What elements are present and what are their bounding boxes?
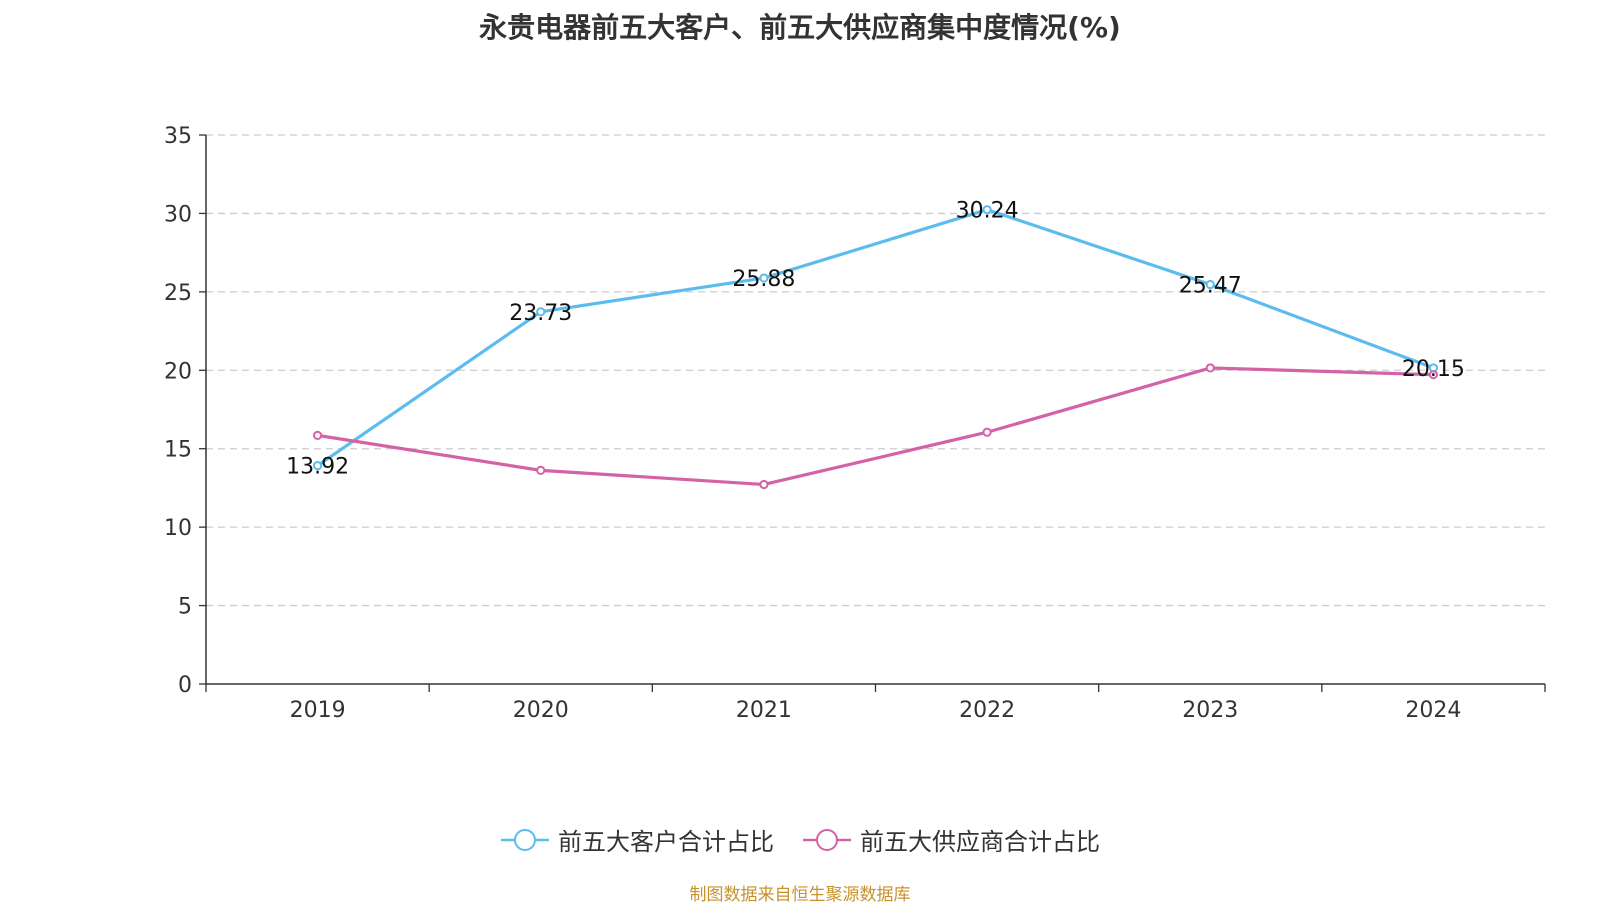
source-note: 制图数据来自恒生聚源数据库 [689,885,911,905]
data-label-s0-2023: 25.47 [1179,273,1242,298]
data-point-s1-2020[interactable] [536,465,546,475]
data-label-s0-2021: 25.88 [732,267,795,292]
x-tick-label-2024: 2024 [1405,698,1461,723]
series-lines [312,205,1439,490]
y-tick-label: 15 [164,438,192,463]
x-tick-label-2020: 2020 [513,698,569,723]
y-tick-label: 30 [164,202,192,227]
data-label-s0-2022: 30.24 [956,199,1019,224]
data-point-s1-2021[interactable] [759,479,769,490]
legend-suppliers-marker-icon [803,828,851,851]
legend-customers-marker-icon [501,828,549,851]
y-tick-label: 20 [164,359,192,384]
grid-lines [206,134,1545,607]
y-tick-label: 0 [178,673,192,698]
data-label-s0-2020: 23.73 [509,301,572,326]
data-label-s0-2019: 13.92 [286,455,349,480]
data-point-s1-2022[interactable] [982,427,992,437]
chart-title: 永贵电器前五大客户、前五大供应商集中度情况(%) [479,11,1121,44]
data-point-s0-2023[interactable] [1205,279,1215,290]
data-labels: 13.92 23.73 25.88 30.24 25.47 20.15 [286,199,1465,480]
legend-item-customers[interactable]: 前五大客户合计占比 [500,822,774,857]
series-line-1 [315,366,1436,487]
data-label-s0-2024: 20.15 [1402,357,1465,382]
data-point-s1-2019[interactable] [312,430,323,440]
x-tick-label-2019: 2019 [290,698,346,723]
data-point-s0-2021[interactable] [759,273,769,283]
y-tick-label: 25 [164,281,192,306]
data-point-s1-2024[interactable] [1428,370,1439,380]
data-point-s1-2023[interactable] [1205,363,1215,373]
legend: 前五大客户合计占比 前五大供应商合计占比 [0,822,1600,857]
legend-item-suppliers[interactable]: 前五大供应商合计占比 [802,822,1100,857]
data-point-s0-2022[interactable] [982,205,992,215]
legend-customers-label: 前五大客户合计占比 [558,828,774,856]
y-tick-label: 10 [164,516,192,541]
x-tick-label-2021: 2021 [736,698,792,723]
data-point-s0-2020[interactable] [536,307,546,317]
legend-suppliers-label: 前五大供应商合计占比 [860,828,1100,856]
y-tick-label: 5 [178,595,192,620]
y-tick-label: 35 [164,124,192,149]
axes: 0 5 10 15 20 25 30 35 2019 2020 2021 2022 2023 2024 [164,124,1546,723]
x-tick-label-2022: 2022 [959,698,1015,723]
series-line-0 [315,208,1436,468]
data-point-s0-2019[interactable] [312,461,323,471]
x-tick-label-2023: 2023 [1182,698,1238,723]
